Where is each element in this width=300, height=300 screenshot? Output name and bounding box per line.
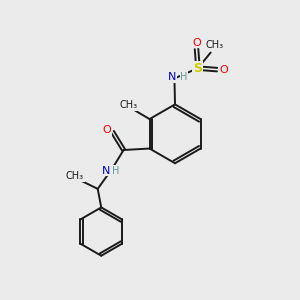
Text: H: H [112, 166, 119, 176]
Text: O: O [103, 125, 112, 135]
Text: CH₃: CH₃ [66, 171, 84, 181]
Text: H: H [180, 72, 188, 82]
Text: O: O [219, 64, 228, 75]
Text: S: S [194, 61, 202, 75]
Text: O: O [192, 38, 201, 47]
Text: CH₃: CH₃ [119, 100, 137, 110]
Text: N: N [167, 72, 176, 82]
Text: CH₃: CH₃ [206, 40, 224, 50]
Text: N: N [102, 166, 110, 176]
